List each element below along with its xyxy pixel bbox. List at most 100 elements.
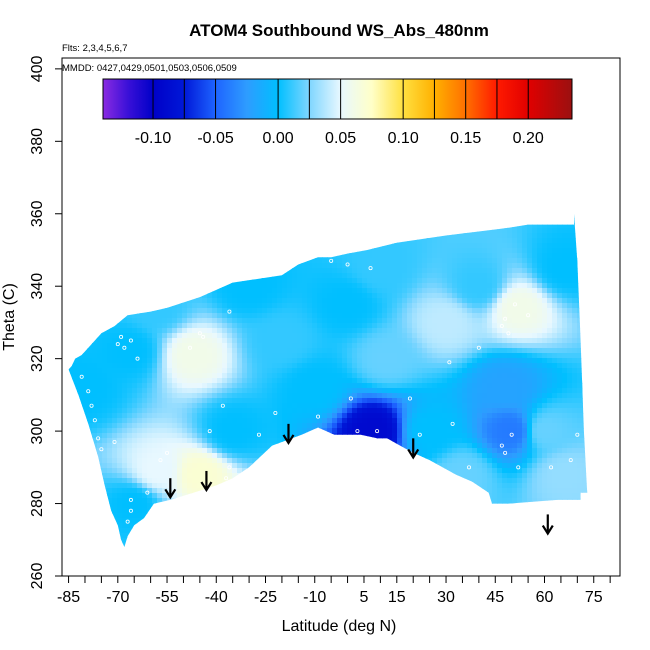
field-cell	[152, 318, 158, 324]
field-cell	[107, 378, 113, 384]
field-cell	[332, 443, 338, 449]
field-cell	[387, 323, 393, 329]
field-cell	[267, 363, 273, 369]
field-cell	[112, 453, 118, 459]
field-cell	[347, 318, 353, 324]
field-cell	[82, 408, 88, 414]
field-cell	[222, 258, 228, 264]
field-cell	[402, 228, 408, 234]
field-cell	[322, 258, 328, 264]
field-cell	[277, 253, 283, 259]
field-cell	[147, 233, 153, 239]
field-cell	[182, 423, 188, 429]
field-cell	[357, 498, 363, 504]
field-cell	[367, 528, 373, 534]
field-cell	[117, 528, 123, 534]
field-cell	[167, 473, 173, 479]
field-cell	[267, 313, 273, 319]
field-cell	[112, 248, 118, 254]
field-cell	[362, 468, 368, 474]
field-cell	[68, 368, 73, 374]
field-cell	[307, 483, 313, 489]
field-cell	[242, 208, 248, 214]
field-cell	[87, 298, 93, 304]
field-cell	[182, 513, 188, 519]
field-cell	[267, 403, 273, 409]
field-cell	[122, 403, 128, 409]
field-cell	[412, 338, 418, 344]
field-cell	[122, 543, 128, 548]
field-cell	[337, 508, 343, 514]
field-cell	[222, 308, 228, 314]
field-cell	[307, 418, 313, 424]
field-cell	[102, 528, 108, 534]
field-cell	[347, 403, 353, 409]
field-cell	[377, 443, 383, 449]
field-cell	[357, 388, 363, 394]
field-cell	[68, 453, 73, 459]
field-cell	[147, 298, 153, 304]
field-cell	[162, 328, 168, 334]
field-cell	[132, 543, 138, 548]
field-cell	[267, 473, 273, 479]
field-cell	[262, 278, 268, 284]
field-cell	[327, 263, 333, 269]
field-cell	[68, 353, 73, 359]
field-cell	[427, 263, 433, 269]
field-cell	[162, 288, 168, 294]
field-cell	[207, 268, 213, 274]
field-cell	[172, 538, 178, 544]
field-cell	[137, 378, 143, 384]
field-cell	[272, 433, 278, 439]
field-cell	[157, 528, 163, 534]
field-cell	[247, 248, 253, 254]
field-cell	[117, 223, 123, 229]
field-cell	[382, 268, 388, 274]
field-cell	[347, 508, 353, 514]
field-cell	[162, 268, 168, 274]
field-cell	[247, 528, 253, 534]
field-cell	[102, 448, 108, 454]
field-cell	[132, 393, 138, 399]
field-cell	[152, 518, 158, 524]
field-cell	[377, 363, 383, 369]
field-cell	[402, 508, 408, 514]
field-cell	[102, 333, 108, 339]
field-cell	[187, 403, 193, 409]
field-cell	[342, 473, 348, 479]
field-cell	[417, 523, 423, 529]
field-cell	[387, 448, 393, 454]
field-cell	[157, 348, 163, 354]
field-cell	[407, 263, 413, 269]
field-cell	[362, 513, 368, 519]
field-cell	[377, 293, 383, 299]
field-cell	[207, 233, 213, 239]
field-cell	[252, 498, 258, 504]
field-cell	[247, 403, 253, 409]
field-cell	[297, 338, 303, 344]
field-cell	[192, 393, 198, 399]
field-cell	[382, 258, 388, 264]
field-cell	[332, 363, 338, 369]
field-cell	[267, 263, 273, 269]
field-cell	[267, 208, 273, 214]
field-cell	[167, 333, 173, 339]
field-cell	[87, 368, 93, 374]
field-cell	[262, 438, 268, 444]
field-cell	[397, 333, 403, 339]
field-cell	[312, 288, 318, 294]
field-cell	[147, 253, 153, 259]
field-cell	[332, 453, 338, 459]
field-cell	[147, 443, 153, 449]
field-cell	[227, 353, 233, 359]
field-cell	[417, 398, 423, 404]
field-cell	[277, 383, 283, 389]
field-cell	[92, 238, 98, 244]
field-cell	[192, 358, 198, 364]
field-cell	[362, 298, 368, 304]
field-cell	[372, 263, 378, 269]
field-cell	[122, 433, 128, 439]
field-cell	[347, 408, 353, 414]
field-cell	[187, 218, 193, 224]
field-cell	[262, 293, 268, 299]
